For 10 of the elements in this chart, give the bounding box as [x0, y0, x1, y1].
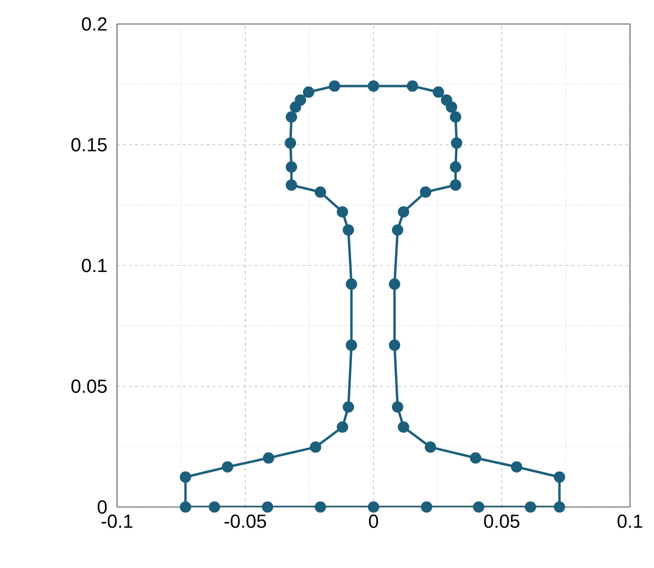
y-tick-label: 0.1	[82, 258, 107, 272]
y-tick-label: 0.15	[71, 138, 107, 152]
x-tick-label: -0.05	[224, 514, 266, 528]
x-tick-label: 0	[368, 514, 378, 528]
x-tick-label: -0.1	[102, 514, 132, 528]
y-tick-label: 0.05	[71, 380, 107, 393]
x-tick-label: 0.05	[484, 514, 520, 528]
y-tick-label: 0	[98, 500, 107, 514]
x-tick-label: 0.1	[618, 514, 642, 528]
y-tick-label: 0.2	[82, 17, 107, 31]
